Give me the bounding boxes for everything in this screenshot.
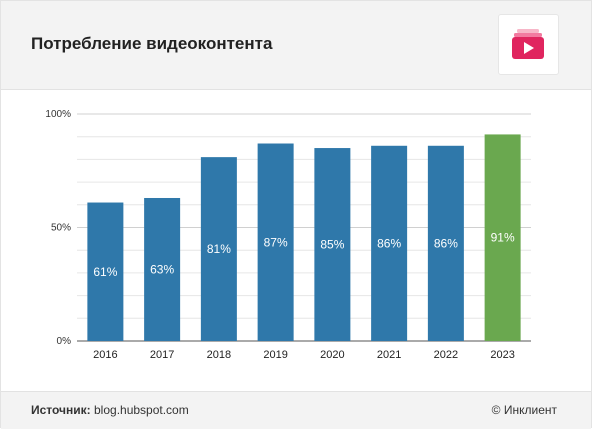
chart-title: Потребление видеоконтента: [31, 34, 273, 53]
video-folder-icon: [512, 29, 544, 59]
bar-data-label: 87%: [264, 235, 288, 249]
bar-2017: [144, 197, 181, 341]
bar-data-label: 81%: [207, 242, 231, 256]
header: Потребление видеоконтента: [1, 1, 591, 90]
x-tick-label: 2018: [207, 349, 231, 361]
y-tick-label: 100%: [45, 109, 71, 120]
source-label: Источник:: [31, 403, 91, 417]
copyright: © Инклиент: [491, 403, 557, 417]
bar-2020: [314, 148, 351, 341]
x-tick-label: 2020: [320, 349, 344, 361]
bar-data-label: 61%: [93, 265, 117, 279]
bar-data-label: 85%: [320, 238, 344, 252]
y-tick-label: 50%: [51, 223, 71, 234]
x-tick-label: 2021: [377, 349, 401, 361]
bar-data-label: 63%: [150, 262, 174, 276]
bar-2023: [484, 134, 521, 341]
x-tick-label: 2017: [150, 349, 174, 361]
x-tick-label: 2022: [434, 349, 458, 361]
x-tick-label: 2019: [263, 349, 287, 361]
bar-data-label: 91%: [491, 231, 515, 245]
bar-data-label: 86%: [377, 236, 401, 250]
source-line: Источник: blog.hubspot.com: [31, 403, 189, 417]
bar-data-label: 86%: [434, 236, 458, 250]
footer: Источник: blog.hubspot.com © Инклиент: [1, 391, 591, 429]
bar-2018: [200, 157, 237, 341]
logo-badge: [498, 14, 559, 75]
bar-2019: [257, 143, 294, 341]
bar-chart: 0% 50% 100% 61% 2016 63% 2017 81% 2018 87% 2019 85%…: [45, 109, 531, 361]
y-tick-label: 0%: [57, 336, 72, 347]
x-tick-label: 2016: [93, 349, 117, 361]
x-tick-label: 2023: [490, 349, 514, 361]
bar-2021: [371, 145, 408, 341]
bar-2016: [87, 202, 124, 341]
source-value: blog.hubspot.com: [94, 403, 189, 417]
bar-2022: [427, 145, 464, 341]
